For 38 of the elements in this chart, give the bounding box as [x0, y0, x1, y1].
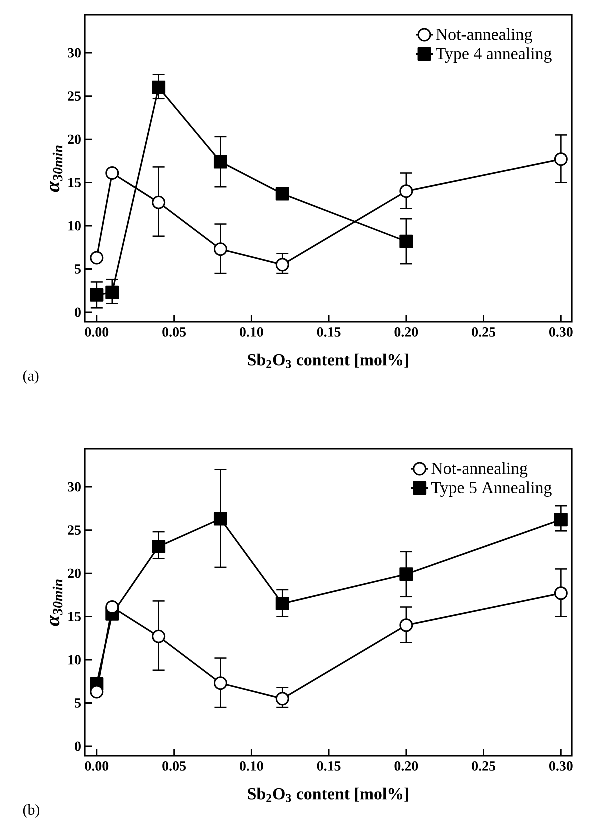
x-tick-label: 0.05	[162, 328, 186, 337]
y-axis-title: α$_{30min}$	[50, 580, 63, 626]
x-tick-label: 0.15	[317, 328, 341, 337]
y-tick-label: 30	[68, 48, 81, 58]
x-tick-label: 0.20	[394, 328, 418, 337]
x-tick-label: 0.00	[85, 328, 109, 337]
x-tick-label: 0.25	[472, 762, 496, 771]
x-tick-label: 0.30	[550, 328, 573, 337]
legend-label: Not-annealing	[436, 28, 532, 44]
y-tick-label: 25	[68, 92, 81, 101]
y-tick-label: 20	[68, 568, 81, 578]
y-tick-label: 5	[75, 698, 81, 708]
y-tick-label: 10	[68, 655, 81, 665]
y-tick-label: 0	[75, 742, 81, 752]
y-tick-label: 15	[68, 612, 81, 622]
x-tick-label: 0.10	[240, 328, 264, 337]
legend-label: Type 5 Annealing	[431, 482, 552, 498]
x-tick-label: 0.00	[85, 762, 109, 771]
y-tick-label: 10	[68, 221, 81, 231]
x-tick-label: 0.30	[550, 762, 573, 771]
y-tick-label: 25	[68, 526, 81, 535]
x-tick-label: 0.25	[472, 328, 496, 337]
text: (a)	[23, 370, 39, 384]
y-tick-label: 0	[75, 308, 81, 318]
text: (b)	[23, 804, 40, 818]
x-axis-title: Sb$_{2}$O$_{3}$ content [mol%]	[248, 788, 408, 802]
y-tick-label: 15	[68, 178, 81, 188]
x-tick-label: 0.15	[317, 762, 341, 771]
y-axis-title: α$_{30min}$	[50, 146, 63, 192]
y-tick-label: 30	[68, 482, 81, 492]
x-axis-title: Sb$_{2}$O$_{3}$ content [mol%]	[248, 354, 408, 368]
x-tick-label: 0.05	[162, 762, 186, 771]
x-tick-label: 0.10	[240, 762, 264, 771]
legend-label: Not-annealing	[432, 462, 528, 478]
y-tick-label: 5	[75, 264, 81, 274]
legend-label: Type 4 annealing	[436, 48, 552, 64]
y-tick-label: 20	[68, 134, 81, 144]
x-tick-label: 0.20	[394, 762, 418, 771]
